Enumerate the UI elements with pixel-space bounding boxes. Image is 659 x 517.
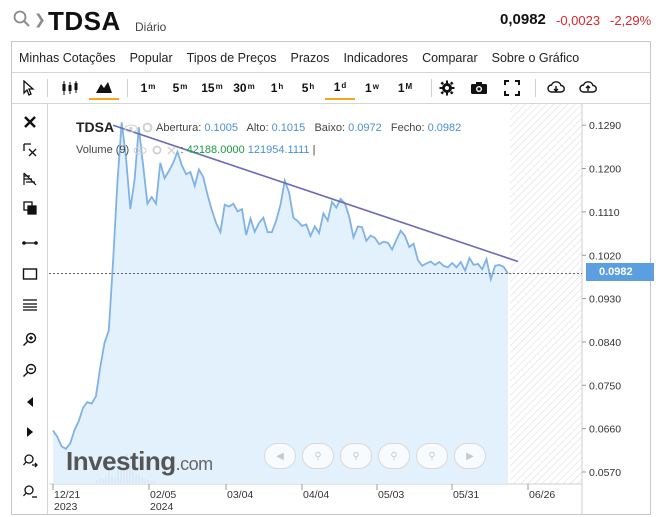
close-icon[interactable] — [167, 146, 176, 155]
gear-icon[interactable] — [436, 76, 458, 100]
eye-icon[interactable] — [124, 124, 138, 133]
menu-prazos[interactable]: Prazos — [290, 51, 330, 65]
period-label: Diário — [135, 20, 167, 34]
volume-ma-value: 121954.1111 — [247, 144, 310, 156]
fibonacci-icon[interactable] — [20, 169, 40, 189]
scroll-right-icon[interactable]: ▶ — [454, 443, 486, 469]
camera-icon[interactable] — [468, 76, 490, 100]
scroll-left-icon[interactable] — [20, 392, 40, 412]
investing-logo: Investing.com — [66, 446, 213, 477]
zoom-fit-icon[interactable]: ⚲ — [416, 443, 448, 469]
copy-icon[interactable] — [20, 198, 40, 218]
scroll-right-icon[interactable] — [20, 422, 40, 442]
zoom-reset-out-icon[interactable] — [20, 482, 40, 502]
menu-indicadores[interactable]: Indicadores — [343, 51, 409, 65]
high-label: Alto: — [246, 122, 269, 134]
zoom-reset-in-icon[interactable] — [20, 451, 40, 471]
zoom-in-icon[interactable] — [20, 329, 40, 349]
legend-ohlc: Abertura: 0.1005 Alto: 0.1015 Baixo: 0.0… — [124, 122, 462, 134]
volume-end: | — [312, 144, 316, 156]
chart-nav-buttons: ◀ ⚲ ⚲ ⚲ ⚲ ▶ — [264, 443, 486, 469]
zoom-out-icon[interactable]: ⚲ — [340, 443, 372, 469]
toolbar-separator — [47, 79, 48, 97]
toolbar-separator — [431, 79, 432, 97]
volume-value: 42188.0000 — [186, 144, 245, 156]
volume-separator: : — [180, 144, 184, 156]
cloud-upload-icon[interactable] — [577, 76, 599, 100]
menu-tipos-de-precos[interactable]: Tipos de Preços — [186, 51, 277, 65]
last-price-tag: 0.0982 — [586, 263, 654, 281]
toolbar-separator — [127, 79, 128, 97]
chart-menu: Minhas Cotações Popular Tipos de Preços … — [12, 44, 586, 72]
eye-icon[interactable] — [133, 146, 147, 155]
trendline-drawing[interactable] — [112, 124, 519, 263]
close-icon[interactable] — [20, 112, 40, 132]
open-label: Abertura: — [156, 122, 202, 134]
candlestick-icon[interactable] — [58, 76, 82, 100]
zoom-out-icon[interactable] — [20, 360, 40, 380]
chevron-down-icon[interactable]: ❯ — [34, 11, 46, 27]
price-change: -0,0023 — [556, 13, 601, 28]
trendline-icon[interactable] — [20, 233, 40, 253]
zoom-reset-icon[interactable]: ⚲ — [378, 443, 410, 469]
cloud-download-icon[interactable] — [545, 76, 567, 100]
cursor-icon[interactable] — [18, 76, 38, 100]
zoom-in-icon[interactable]: ⚲ — [302, 443, 334, 469]
price-change-percent: -2,29% — [610, 13, 652, 28]
close-value: 0.0982 — [427, 122, 462, 134]
symbol-title: TDSA — [48, 6, 121, 36]
menu-sobre-o-grafico[interactable]: Sobre o Gráfico — [491, 51, 580, 65]
volume-label: Volume (9) — [76, 144, 130, 156]
legend-symbol: TDSA — [76, 119, 115, 135]
low-label: Baixo: — [314, 122, 346, 134]
scroll-left-icon[interactable]: ◀ — [264, 443, 296, 469]
horizontal-lines-icon[interactable] — [20, 295, 40, 315]
logo-suffix: .com — [175, 454, 214, 474]
quote-header: ❯ TDSA Diário 0,0982 -0,0023 -2,29% — [0, 0, 659, 40]
menu-popular[interactable]: Popular — [129, 51, 173, 65]
menu-minhas-cotacoes[interactable]: Minhas Cotações — [19, 51, 116, 65]
drawing-toolbar — [12, 104, 48, 514]
logo-main: Investing — [66, 446, 176, 476]
search-icon[interactable] — [12, 9, 32, 29]
gear-icon[interactable] — [142, 122, 153, 133]
last-price: 0,0982 — [500, 11, 546, 28]
menu-divider — [12, 72, 650, 73]
fullscreen-icon[interactable] — [501, 76, 523, 100]
area-chart-icon[interactable] — [89, 76, 119, 100]
low-value: 0.0972 — [348, 122, 382, 134]
open-value: 0.1005 — [204, 122, 238, 134]
gear-icon[interactable] — [152, 145, 162, 155]
timeframe-15m-button[interactable]: 15 m — [201, 81, 223, 95]
legend-volume: Volume (9) : 42188.0000 121954.1111 | — [76, 144, 315, 156]
timeframe-30m-button[interactable]: 30 m — [233, 81, 255, 95]
high-value: 0.1015 — [271, 122, 306, 134]
crosshair-delete-icon[interactable] — [20, 140, 40, 160]
toolbar-separator — [535, 79, 536, 97]
menu-comparar[interactable]: Comparar — [422, 51, 478, 65]
close-label: Fecho: — [390, 122, 425, 134]
rectangle-icon[interactable] — [20, 264, 40, 284]
toolbar-divider — [12, 103, 650, 104]
